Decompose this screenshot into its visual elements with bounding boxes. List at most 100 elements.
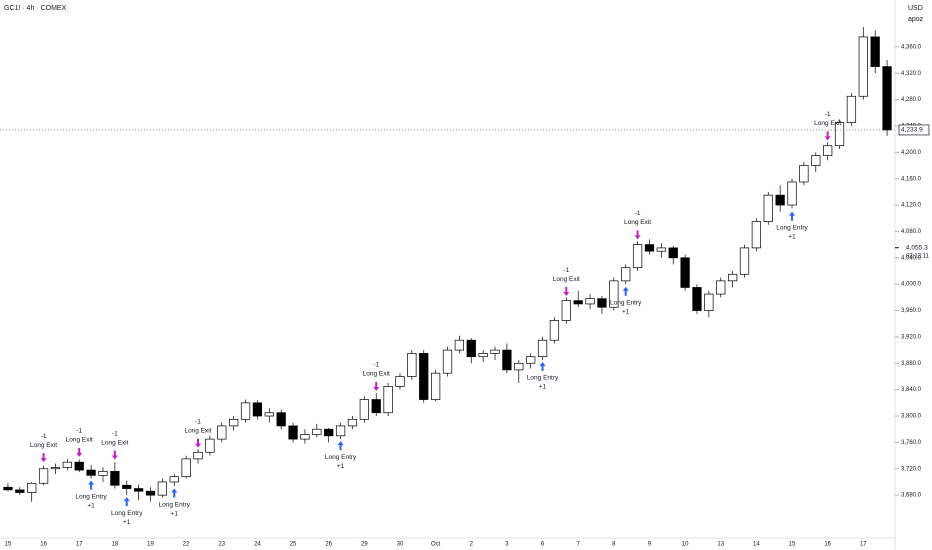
signal-label: Long Exit [66, 437, 93, 444]
candle-body [419, 353, 429, 400]
candle-body [27, 482, 37, 493]
y-tick-label: 3,720.0 [901, 466, 922, 472]
signal-label: Long Entry [325, 454, 357, 461]
last-price-label: 4,233.9 [901, 127, 923, 134]
candle-body [739, 247, 750, 275]
candle-body [882, 66, 892, 131]
candle-body [407, 353, 417, 377]
candle-body [15, 489, 25, 493]
signal: Long Exit -1 [624, 210, 651, 240]
candle-body [621, 267, 631, 282]
exit-arrow [195, 438, 202, 448]
candle-body [537, 339, 548, 358]
candle-body [751, 221, 762, 249]
x-tick-label: 22 [183, 542, 190, 548]
signal-qty: +1 [539, 384, 547, 391]
entry-arrow [789, 211, 796, 221]
x-tick-label: 16 [40, 542, 47, 548]
signal-label: Long Exit [624, 219, 651, 226]
signal-label: Long Exit [184, 427, 211, 434]
signal: Long Entry +1 [111, 497, 143, 526]
signal: Long Exit -1 [553, 267, 580, 297]
candle-body [775, 194, 785, 206]
signal-qty: +1 [788, 233, 796, 240]
candle-body [276, 412, 286, 427]
x-tick-label: 15 [789, 542, 796, 548]
y-tick-label: 4,280.0 [901, 97, 922, 103]
signal-qty: +1 [171, 510, 179, 517]
entry-arrow [123, 497, 130, 507]
marker-price-label: 4,055.3 [906, 244, 928, 251]
entry-arrow [88, 480, 95, 490]
x-tick-label: 7 [577, 542, 581, 548]
candle-body [98, 471, 108, 476]
candle-body [62, 461, 72, 468]
y-tick-label: 4,040.0 [901, 255, 922, 261]
signal-label: Long Entry [75, 493, 107, 500]
candle-body [870, 36, 880, 67]
signal-qty: +1 [87, 502, 95, 509]
x-tick-label: 15 [5, 542, 12, 548]
candle-body [122, 484, 132, 489]
candle-body [324, 428, 334, 437]
y-tick-label: 4,160.0 [901, 176, 922, 182]
candle-body [264, 412, 274, 417]
y-tick-label: 4,360.0 [901, 44, 922, 50]
countdown: 03:13:11 [906, 253, 930, 259]
signal: Long Entry +1 [75, 480, 108, 509]
last-price-box [898, 124, 930, 136]
signal: Long Exit -1 [363, 362, 390, 391]
entry-arrow [622, 286, 629, 296]
signal-label: Long Exit [30, 442, 57, 449]
candle-body [38, 468, 49, 484]
candle-body [727, 273, 738, 282]
candle-body [3, 486, 13, 491]
signal-qty: +1 [123, 519, 131, 526]
candle-body [86, 469, 96, 476]
candle-body [347, 418, 358, 427]
candle-body [644, 244, 655, 252]
candle-body [858, 36, 868, 97]
candle-body [502, 349, 512, 371]
candle-body [561, 300, 571, 321]
candle-body [799, 165, 809, 183]
candle-body [585, 298, 595, 305]
signal-qty: -1 [41, 433, 47, 440]
candle-body [597, 298, 607, 308]
y-tick-label: 3,760.0 [901, 440, 922, 446]
candle-body [680, 257, 690, 288]
candle-body [312, 428, 322, 435]
candle-body [193, 451, 203, 460]
candle-body [442, 349, 453, 374]
y-tick-label: 4,320.0 [901, 71, 922, 77]
signal: Long Exit -1 [814, 111, 841, 141]
candle-body [514, 362, 524, 371]
x-tick-label: 17 [860, 542, 867, 548]
candle-body [466, 339, 476, 358]
candle-body [763, 194, 773, 222]
signal-qty: -1 [635, 210, 641, 217]
x-tick-label: 18 [112, 542, 119, 548]
entry-arrow [539, 361, 546, 371]
x-tick-label: 6 [541, 542, 545, 548]
candle-body [335, 425, 346, 437]
candle-body [50, 467, 61, 470]
signal: Long Entry +1 [776, 211, 808, 240]
y-tick-label: 4,080.0 [901, 229, 922, 235]
candle-body [430, 372, 441, 400]
signal: Long Exit -1 [101, 430, 129, 460]
signal-qty: -1 [76, 428, 82, 435]
candle-body [811, 155, 821, 166]
candle-body [371, 399, 381, 414]
candle-body [704, 293, 714, 311]
candle-body [526, 356, 536, 364]
candle-body [549, 320, 560, 341]
signal: Long Entry +1 [325, 441, 357, 470]
y-tick-label: 3,680.0 [901, 493, 922, 499]
exit-arrow [563, 287, 570, 297]
y-tick-label: 3,920.0 [901, 334, 922, 340]
candle-body [205, 438, 215, 453]
x-tick-label: 8 [612, 542, 616, 548]
